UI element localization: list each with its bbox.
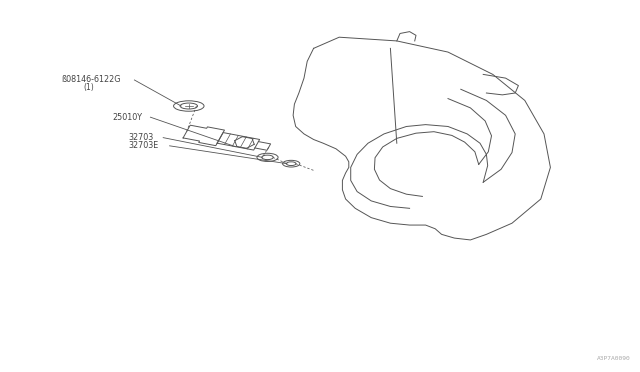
Text: (1): (1) — [83, 83, 94, 92]
Text: 25010Y: 25010Y — [112, 113, 142, 122]
Text: ß08146-6122G: ß08146-6122G — [61, 76, 120, 84]
Text: 32703: 32703 — [128, 133, 153, 142]
Text: 32703E: 32703E — [128, 141, 158, 150]
Text: A3P7A0090: A3P7A0090 — [596, 356, 630, 361]
